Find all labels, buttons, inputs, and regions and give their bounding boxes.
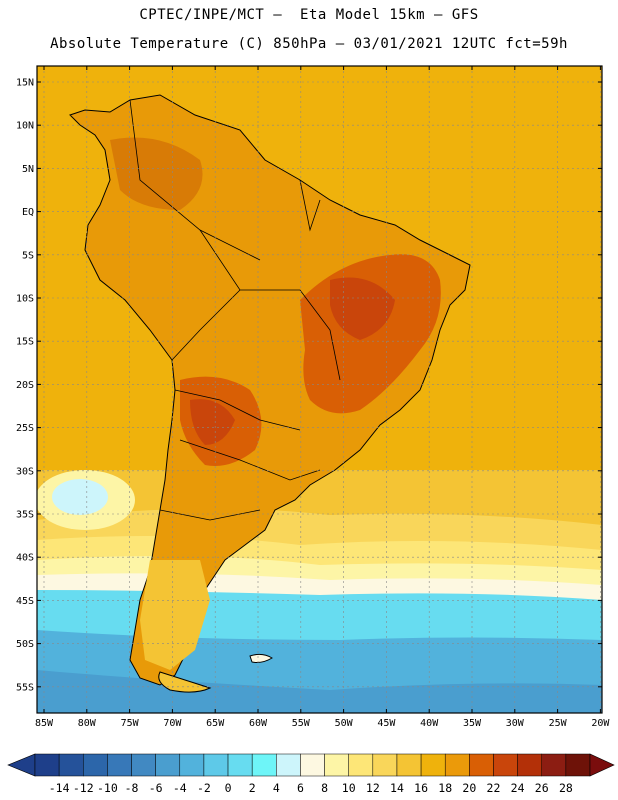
colorbar-cell <box>493 753 518 777</box>
lat-label: EQ <box>22 207 34 218</box>
colorbar-label: 2 <box>249 781 256 795</box>
lon-label: 60W <box>249 718 268 729</box>
lat-label: 45S <box>16 596 34 607</box>
colorbar-label: 16 <box>414 781 428 795</box>
lat-label: 5N <box>22 164 34 175</box>
lon-label: 55W <box>292 718 311 729</box>
colorbar-cell <box>34 753 60 777</box>
latitude-labels: 15N 10N 5N EQ 5S 10S 15S 20S 25S 30S 35S 40S 45S 50S 5… <box>16 78 34 694</box>
colorbar-cell <box>396 753 422 777</box>
colorbar-labels: -14 -12 -10 -8 -6 -4 -2 0 2 4 6 8 10 12 14 16 18 20 22 24 26… <box>49 781 573 795</box>
colorbar-max-arrow <box>589 753 615 777</box>
colorbar-cell <box>444 753 470 777</box>
lon-label: 50W <box>335 718 354 729</box>
lon-label: 35W <box>463 718 482 729</box>
title-line-1: CPTEC/INPE/MCT – Eta Model 15km – GFS <box>139 7 479 23</box>
lat-label: 55S <box>16 682 34 693</box>
colorbar-label: 10 <box>342 781 356 795</box>
lat-label: 50S <box>16 639 34 650</box>
lat-label: 10N <box>16 121 34 132</box>
colorbar-cell <box>58 753 84 777</box>
lon-label: 65W <box>206 718 225 729</box>
longitude-labels: 85W 80W 75W 70W 65W 60W 55W 50W 45W 40W 35W 30W 25W 2… <box>35 718 610 729</box>
colorbar-cell <box>276 753 301 777</box>
colorbar-label: 28 <box>559 781 573 795</box>
falkland-islands <box>249 653 273 663</box>
map-frame <box>36 65 603 714</box>
pacific-cold-patch <box>52 479 108 515</box>
colorbar-label: 24 <box>511 781 525 795</box>
lon-label: 45W <box>377 718 396 729</box>
colorbar-label: 6 <box>297 781 304 795</box>
colorbar-label: 12 <box>366 781 380 795</box>
lon-label: 85W <box>35 718 54 729</box>
lat-lon-grid <box>37 66 602 713</box>
lat-label: 10S <box>16 294 34 305</box>
colorbar-cell <box>372 753 398 777</box>
lat-label: 20S <box>16 380 34 391</box>
colorbar-cell <box>324 753 349 777</box>
hot-region-north <box>110 137 203 210</box>
colorbar-label: 18 <box>438 781 452 795</box>
colorbar-cell <box>541 753 567 777</box>
temperature-map: 15N 10N 5N EQ 5S 10S 15S 20S 25S 30S 35S 40S 45S 50S 5… <box>16 65 610 729</box>
colorbar-cell <box>83 753 108 777</box>
colorbar-label: 22 <box>487 781 501 795</box>
colorbar-label: -8 <box>125 781 139 795</box>
axis-ticks <box>37 66 602 713</box>
lon-label: 80W <box>78 718 97 729</box>
lat-label: 35S <box>16 510 34 521</box>
lon-label: 25W <box>549 718 568 729</box>
colorbar-min-arrow <box>7 753 36 777</box>
colorbar-cell <box>227 753 253 777</box>
colorbar-label: -2 <box>197 781 211 795</box>
colorbar-label: 4 <box>273 781 280 795</box>
colorbar-cell <box>300 753 325 777</box>
lat-label: 15S <box>16 337 34 348</box>
colorbar-label: -14 <box>49 781 70 795</box>
colorbar-cell <box>565 753 591 777</box>
lat-label: 40S <box>16 553 34 564</box>
colorbar-cell <box>107 753 132 777</box>
colorbar-cell <box>251 753 277 777</box>
colorbar-cells <box>7 753 615 777</box>
lon-label: 70W <box>163 718 182 729</box>
colorbar-label: -4 <box>173 781 187 795</box>
lat-label: 25S <box>16 423 34 434</box>
lat-label: 30S <box>16 466 34 477</box>
very-hot-region-2 <box>190 399 235 445</box>
lon-label: 20W <box>591 718 610 729</box>
country-borders <box>129 99 341 521</box>
colorbar-cell <box>155 753 181 777</box>
lon-label: 30W <box>506 718 525 729</box>
lon-label: 75W <box>121 718 140 729</box>
colorbar-cell <box>469 753 494 777</box>
colorbar-cell <box>348 753 374 777</box>
title-line-2: Absolute Temperature (C) 850hPa – 03/01/… <box>50 36 568 52</box>
lat-label: 15N <box>16 78 34 89</box>
colorbar-label: -12 <box>73 781 94 795</box>
very-hot-region-1 <box>330 277 395 340</box>
colorbar-cell <box>179 753 205 777</box>
lat-label: 5S <box>22 250 34 261</box>
colorbar-cell <box>517 753 542 777</box>
colorbar-label: -6 <box>149 781 163 795</box>
colorbar: -14 -12 -10 -8 -6 -4 -2 0 2 4 6 8 10 12 14 16 18 20 22 24 26… <box>7 753 615 795</box>
colorbar-label: 20 <box>462 781 476 795</box>
colorbar-label: 14 <box>390 781 404 795</box>
colorbar-label: -10 <box>97 781 118 795</box>
colorbar-label: 26 <box>535 781 549 795</box>
map-field <box>37 66 602 713</box>
colorbar-cell <box>131 753 156 777</box>
colorbar-label: 8 <box>321 781 328 795</box>
ocean-band-minus2 <box>37 670 602 713</box>
colorbar-label: 0 <box>225 781 232 795</box>
colorbar-cell <box>203 753 229 777</box>
patagonia-field <box>140 560 210 670</box>
lon-label: 40W <box>420 718 439 729</box>
colorbar-cell <box>420 753 446 777</box>
